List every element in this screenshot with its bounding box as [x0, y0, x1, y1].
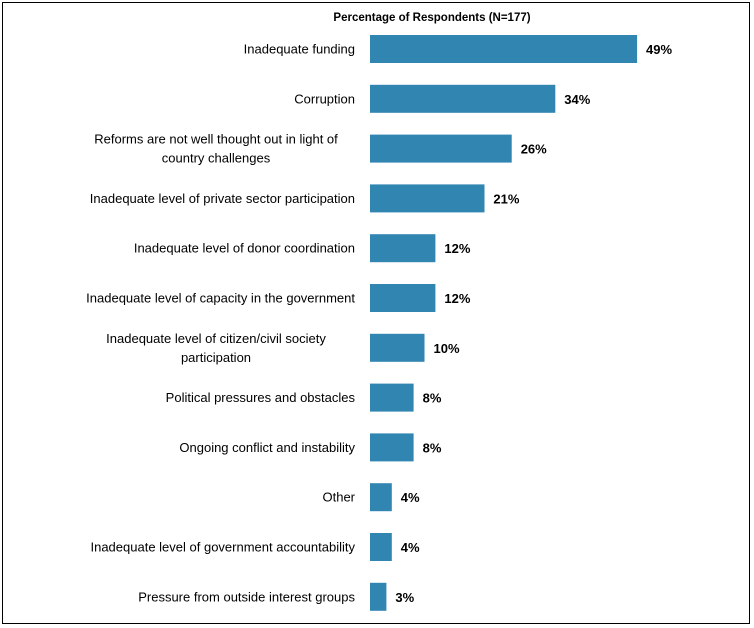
category-label-4: Inadequate level of donor coordination — [134, 241, 355, 256]
value-label-11: 3% — [395, 590, 414, 605]
bar-10 — [370, 533, 392, 561]
value-label-4: 12% — [444, 241, 470, 256]
category-label-8: Ongoing conflict and instability — [179, 440, 355, 455]
bar-11 — [370, 582, 387, 611]
bar-5 — [370, 284, 436, 312]
category-label-10: Inadequate level of government accountab… — [90, 540, 355, 555]
bar-3 — [370, 184, 485, 213]
bar-8 — [370, 433, 414, 462]
chart-title: Percentage of Respondents (N=177) — [333, 12, 530, 24]
bar-9 — [370, 483, 392, 512]
value-label-9: 4% — [401, 490, 420, 505]
category-label-6-line-1: participation — [181, 350, 251, 365]
category-label-0: Inadequate funding — [244, 42, 355, 57]
bars — [370, 35, 638, 611]
category-label-2-line-0: Reforms are not well thought out in ligh… — [94, 132, 338, 147]
bar-2 — [370, 134, 512, 163]
value-label-1: 34% — [564, 92, 590, 107]
bar-6 — [370, 333, 425, 362]
value-label-2: 26% — [521, 142, 547, 157]
category-label-5: Inadequate level of capacity in the gove… — [86, 291, 355, 306]
category-label-2-line-1: country challenges — [162, 151, 271, 166]
value-label-6: 10% — [434, 341, 460, 356]
value-label-8: 8% — [423, 440, 442, 455]
value-label-5: 12% — [444, 291, 470, 306]
bar-7 — [370, 383, 414, 412]
value-label-0: 49% — [646, 42, 672, 57]
bar-0 — [370, 35, 638, 63]
category-labels: Inadequate funding Corruption Reforms are … — [86, 42, 356, 605]
bar-1 — [370, 84, 556, 113]
category-label-3: Inadequate level of private sector parti… — [90, 191, 355, 206]
category-label-7: Political pressures and obstacles — [166, 390, 356, 405]
category-label-1: Corruption — [294, 91, 355, 106]
value-labels: 49% 34% 26% 21% 12% 12% 10% 8% 8% 4% 4% 3% — [395, 42, 672, 605]
value-label-7: 8% — [423, 391, 442, 406]
category-label-11: Pressure from outside interest groups — [138, 589, 355, 604]
value-label-10: 4% — [401, 540, 420, 555]
value-label-3: 21% — [493, 191, 519, 206]
bar-4 — [370, 234, 436, 263]
category-label-6-line-0: Inadequate level of citizen/civil societ… — [106, 331, 326, 346]
category-label-9: Other — [322, 490, 355, 505]
